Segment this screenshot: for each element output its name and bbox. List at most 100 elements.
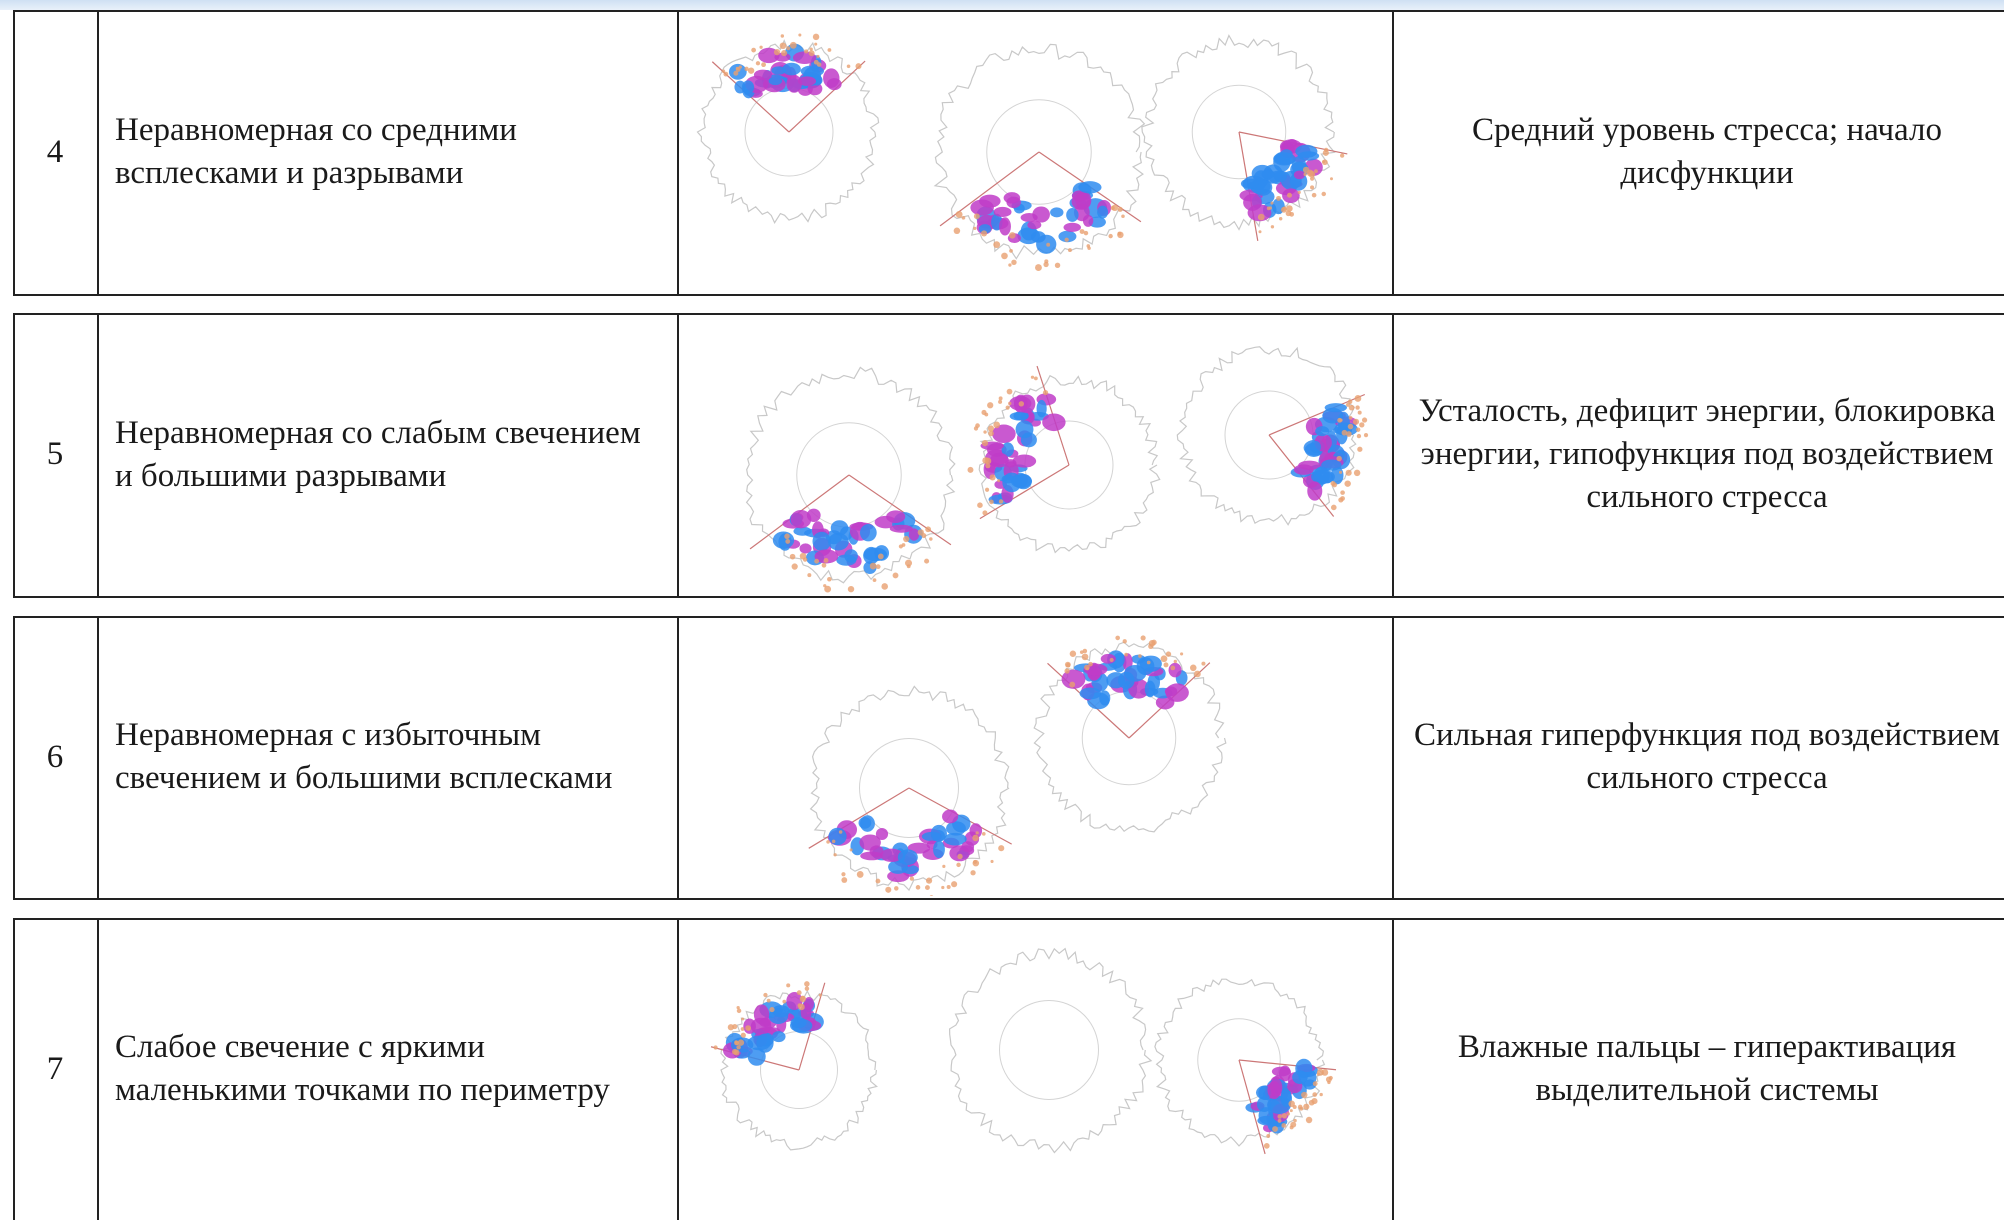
aura-shape [1032, 206, 1050, 223]
table-border [13, 616, 2004, 618]
glow-description: Неравномерная со средними всплесками и р… [115, 112, 517, 191]
aura-shape [1313, 466, 1330, 485]
aura-shape [1140, 635, 1146, 641]
aura-shape [1289, 1109, 1293, 1113]
aura-shape [1281, 1113, 1288, 1119]
table-border [13, 918, 2004, 920]
table-border [13, 918, 15, 1220]
aura-shape [814, 558, 820, 564]
aura-shape [745, 366, 956, 584]
aura-shape [1078, 181, 1102, 194]
aura-shape [1303, 1103, 1310, 1110]
aura-shape [906, 564, 911, 569]
aura-shape [997, 479, 1001, 483]
aura-shape [1303, 172, 1307, 176]
aura-shape [1035, 264, 1042, 272]
aura-shape [1324, 147, 1329, 153]
aura-shape [984, 457, 992, 465]
aura-shape [855, 63, 862, 70]
aura-shape [747, 67, 755, 74]
table-border [13, 313, 2004, 315]
aura-shape [1189, 664, 1197, 672]
aura-shape [1327, 1080, 1331, 1085]
aura-shape [747, 1027, 751, 1031]
aura-shape [1144, 680, 1156, 698]
aura-shape [924, 885, 930, 891]
aura-shape [1286, 139, 1298, 148]
aura-shape [1238, 1059, 1337, 1071]
aura-shape [898, 544, 903, 549]
aura-shape [1009, 232, 1016, 239]
aura-shape [1312, 1092, 1318, 1097]
aura-shape [812, 33, 820, 41]
aura-shape [828, 532, 849, 551]
aura-shape [1332, 482, 1338, 488]
aura-shape [863, 546, 880, 565]
glow-description: Неравномерная со слабым свечением и боль… [115, 414, 641, 494]
aura-shape [1163, 662, 1169, 668]
aura-shape [970, 870, 976, 876]
aura-shape [987, 425, 995, 432]
aura-shape [736, 1008, 742, 1014]
aura-shape [1278, 217, 1283, 221]
aura-shape [1164, 686, 1178, 697]
aura-shape [782, 62, 801, 76]
aura-shape [1099, 690, 1111, 706]
aura-shape [956, 862, 961, 868]
aura-shape [984, 487, 990, 492]
aura-shape [1141, 34, 1336, 231]
aura-shape [828, 827, 847, 846]
aura-shape [909, 876, 914, 881]
aura-shape [736, 1045, 741, 1050]
aura-shape [933, 840, 945, 859]
aura-shape [988, 430, 994, 437]
aura-shape [781, 50, 788, 57]
aura-shape [1033, 376, 1038, 381]
aura-image [745, 346, 1369, 593]
table-border [1392, 313, 1394, 596]
aura-shape [886, 510, 906, 524]
aura-shape [979, 194, 1001, 208]
aura-shape [859, 738, 959, 838]
aura-shape [735, 66, 740, 71]
table-border [97, 10, 99, 294]
aura-shape [1033, 641, 1227, 833]
aura-shape [826, 840, 830, 844]
aura-shape [972, 859, 980, 867]
aura-shape [1311, 192, 1317, 198]
aura-shape [1339, 470, 1343, 474]
aura-shape [1361, 417, 1368, 423]
aura-shape [1280, 149, 1293, 160]
aura-shape [786, 46, 791, 51]
aura-shape [1084, 664, 1090, 671]
aura-shape [785, 539, 791, 544]
aura-shape [858, 817, 872, 829]
aura-shape [1273, 171, 1287, 182]
aura-shape [1288, 1100, 1295, 1108]
table-border [1392, 10, 1394, 294]
aura-shape [1354, 395, 1362, 402]
aura-shape [1277, 1119, 1282, 1123]
aura-shape [1267, 1081, 1281, 1100]
aura-shape [1020, 432, 1037, 448]
aura-shape [796, 990, 802, 996]
aura-shape [1315, 426, 1330, 437]
aura-shape [1276, 195, 1282, 201]
aura-shape [713, 1045, 718, 1050]
aura-shape [982, 510, 988, 516]
aura-shape [804, 981, 810, 987]
aura-shape [738, 65, 743, 69]
aura-shape [942, 864, 946, 868]
aura-shape [1066, 208, 1079, 222]
aura-shape [782, 999, 787, 1004]
aura-shape [1071, 193, 1091, 210]
aura-shape [1303, 1079, 1317, 1090]
table-border [677, 918, 679, 1220]
aura-shape [784, 533, 790, 540]
aura-shape [1097, 205, 1109, 219]
aura-shape [1030, 375, 1035, 379]
aura-shape [768, 76, 783, 86]
table-border [13, 616, 15, 898]
